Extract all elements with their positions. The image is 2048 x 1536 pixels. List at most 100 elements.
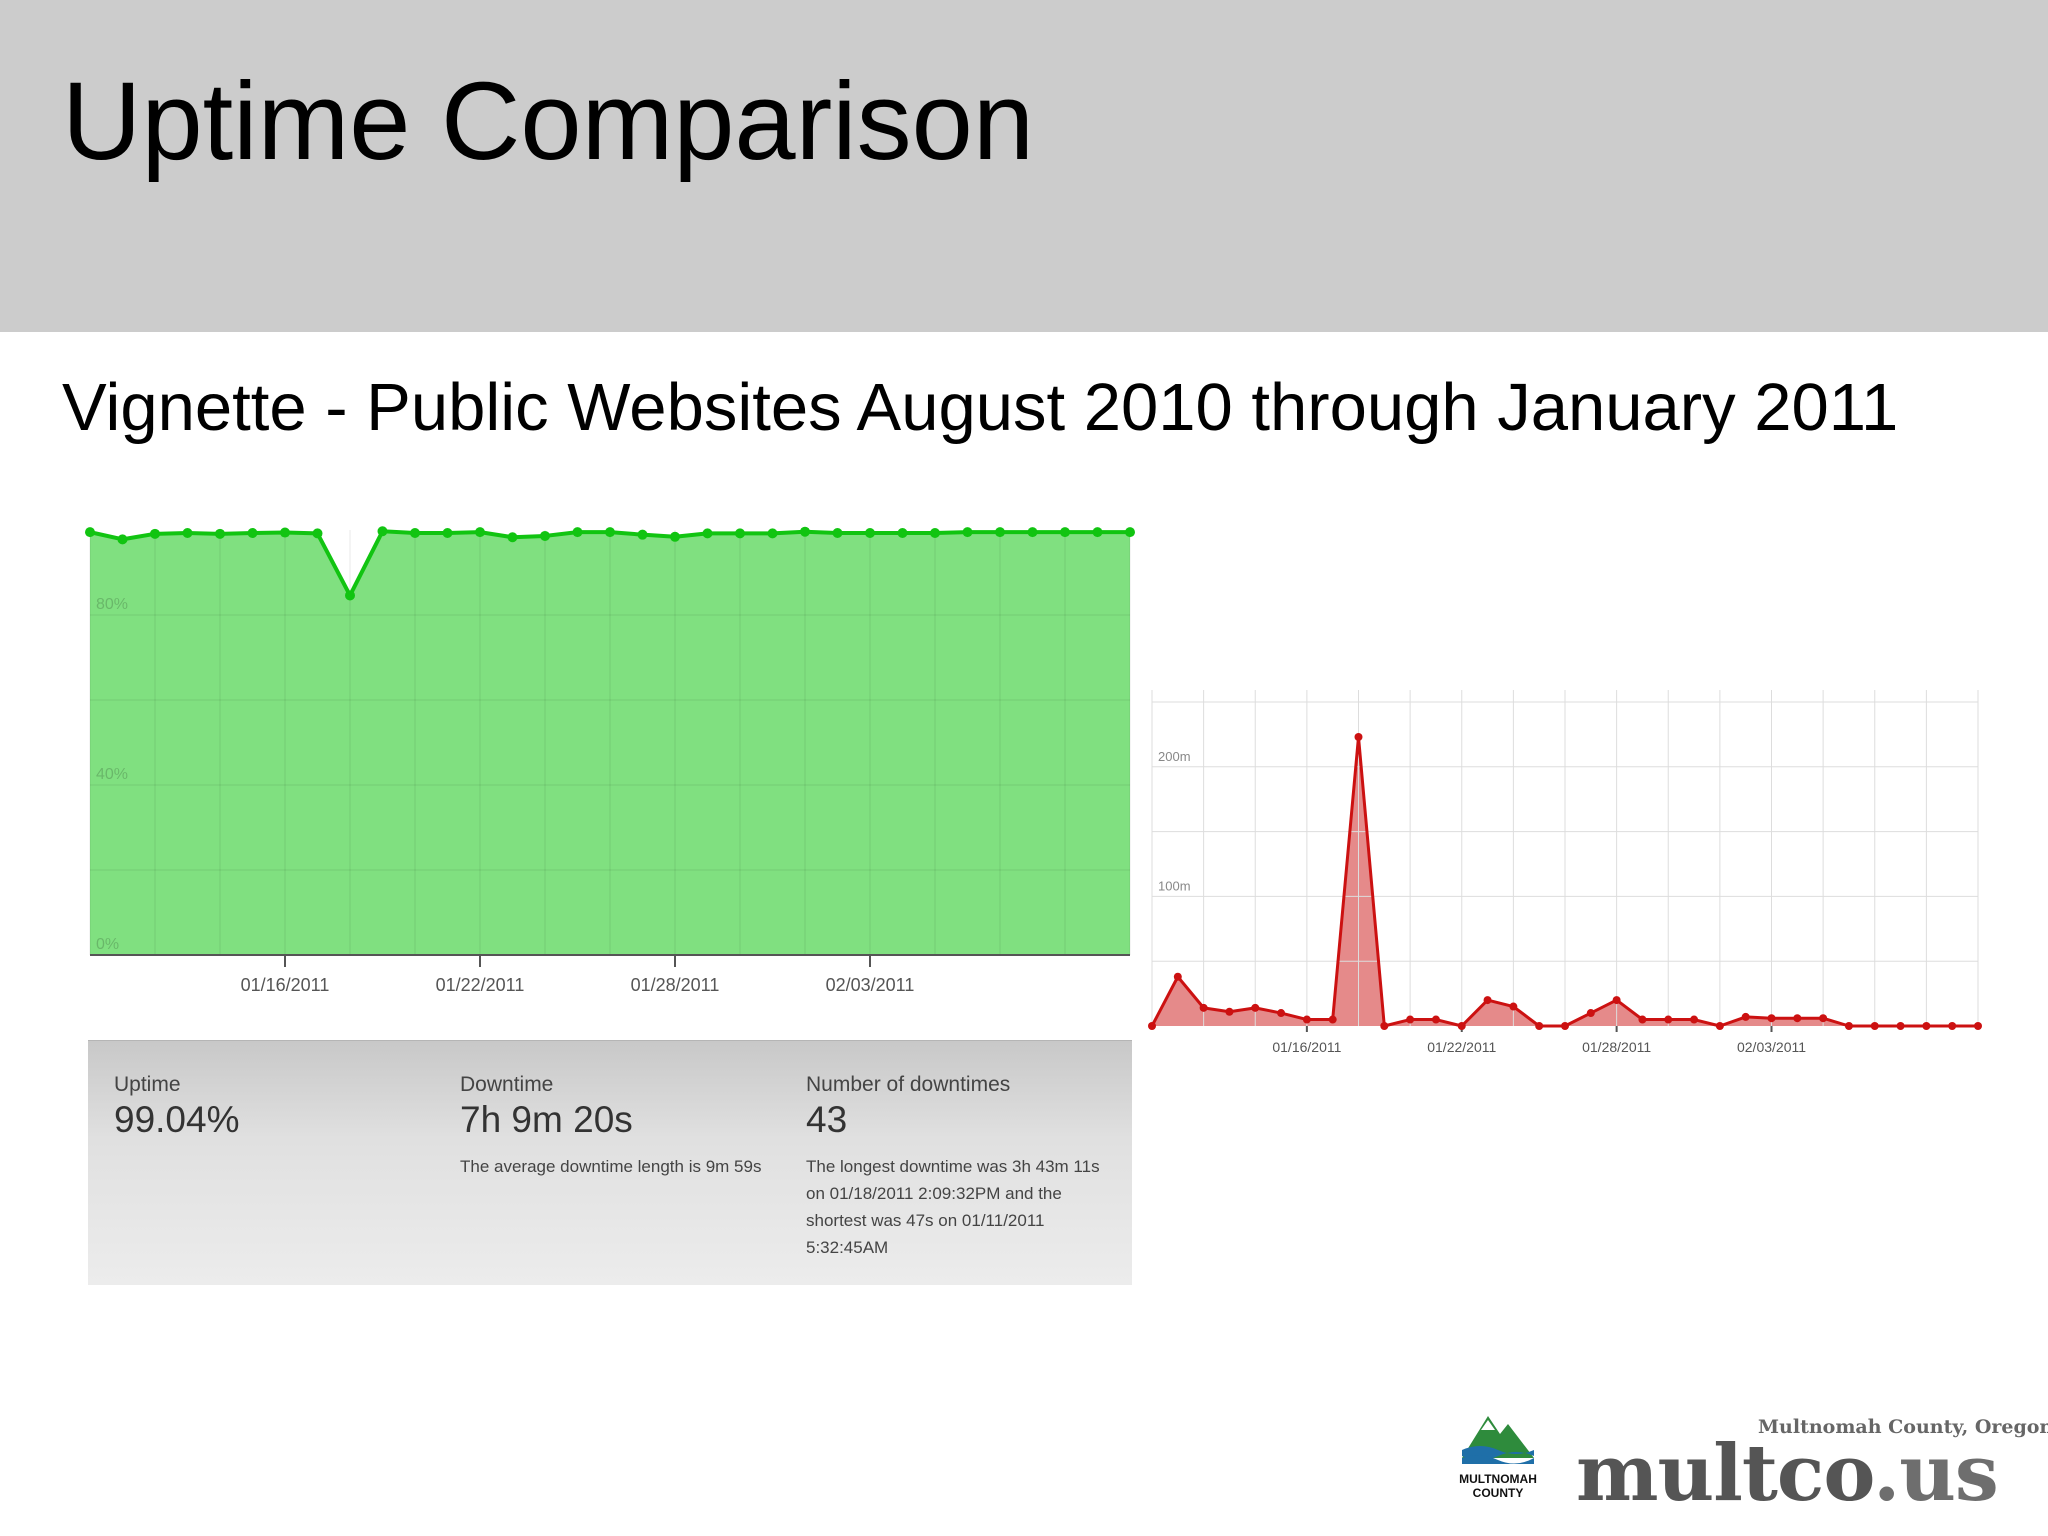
downtime-data-point [1173, 972, 1182, 981]
uptime-data-point [767, 528, 778, 539]
uptime-data-point [312, 528, 323, 539]
uptime-data-point [507, 532, 518, 543]
downtime-y-tick-label: 100m [1158, 878, 1191, 893]
uptime-data-point [85, 527, 95, 538]
downtime-data-point [1251, 1003, 1260, 1012]
multco-logo: MULTNOMAH COUNTY Multnomah County, Orego… [1448, 1408, 2048, 1519]
downtime-data-point [1819, 1014, 1828, 1023]
downtime-count-value: 43 [806, 1099, 848, 1140]
downtime-data-point [1612, 996, 1621, 1005]
uptime-data-point [930, 527, 940, 538]
uptime-data-point [280, 527, 290, 538]
uptime-data-point [540, 530, 550, 541]
downtime-data-point [1793, 1014, 1802, 1023]
downtime-x-tick-label: 02/03/2011 [1737, 1039, 1806, 1055]
downtime-note: The average downtime length is 9m 59s [460, 1157, 762, 1176]
downtime-data-point [1974, 1022, 1982, 1030]
downtime-data-point [1302, 1015, 1311, 1024]
uptime-data-point [605, 527, 615, 538]
uptime-x-tick-label: 02/03/2011 [826, 975, 915, 995]
downtime-x-tick-label: 01/28/2011 [1582, 1039, 1651, 1055]
uptime-data-point [1060, 527, 1070, 538]
downtime-data-point [1715, 1022, 1724, 1030]
downtime-value: 7h 9m 20s [460, 1099, 633, 1140]
downtime-data-point [1406, 1015, 1415, 1024]
uptime-data-point [150, 528, 160, 539]
uptime-data-point [995, 527, 1005, 538]
uptime-data-point [182, 527, 193, 538]
uptime-x-tick-label: 01/16/2011 [241, 975, 330, 995]
downtime-data-point [1870, 1022, 1879, 1030]
uptime-x-tick-label: 01/28/2011 [631, 975, 720, 995]
downtime-data-point [1844, 1022, 1853, 1030]
uptime-data-point [637, 529, 648, 540]
uptime-y-tick-label: 80% [96, 596, 128, 613]
uptime-data-point [572, 527, 583, 538]
county-tagline: Multnomah County, Oregon [1758, 1416, 2048, 1438]
site-name: multco.us [1576, 1428, 1999, 1519]
uptime-area [90, 531, 1130, 955]
downtime-data-point [1457, 1022, 1466, 1030]
uptime-stats-panel: Uptime 99.04% Downtime 7h 9m 20s The ave… [88, 1040, 1132, 1285]
uptime-data-point [377, 526, 388, 537]
downtime-data-point [1354, 732, 1363, 741]
downtime-data-point [1380, 1022, 1389, 1030]
uptime-data-point [442, 527, 453, 538]
county-name-line2: COUNTY [1472, 1486, 1524, 1500]
uptime-y-tick-label: 0% [96, 936, 119, 953]
uptime-data-point [215, 528, 225, 539]
downtime-data-point [1690, 1015, 1699, 1024]
uptime-data-point [247, 527, 258, 538]
uptime-data-point [897, 527, 908, 538]
uptime-stat: Uptime 99.04% [114, 1073, 414, 1141]
uptime-data-point [410, 527, 420, 538]
downtime-data-point [1767, 1014, 1776, 1023]
mountain-river-icon [1462, 1416, 1534, 1464]
downtime-count-label: Number of downtimes [806, 1073, 1011, 1096]
downtime-data-point [1638, 1015, 1647, 1024]
downtime-chart: 100m 200m 01/16/2011 01/22/2011 01/28/2011 02… [1148, 690, 1982, 1055]
downtime-data-point [1225, 1007, 1234, 1016]
uptime-data-point [670, 531, 680, 542]
downtime-data-point [1741, 1012, 1750, 1021]
uptime-data-point [117, 534, 128, 545]
uptime-y-tick-label: 40% [96, 766, 128, 783]
downtime-data-point [1561, 1022, 1569, 1030]
slide-title: Uptime Comparison [62, 60, 1035, 183]
downtime-data-point [1535, 1022, 1544, 1030]
downtime-data-point [1509, 1002, 1518, 1011]
uptime-value: 99.04% [114, 1099, 240, 1140]
uptime-data-point [1027, 527, 1038, 538]
site-name-main: multco [1576, 1428, 1874, 1519]
downtime-data-point [1948, 1022, 1957, 1030]
downtime-data-point [1586, 1009, 1595, 1018]
uptime-x-tick-label: 01/22/2011 [436, 975, 525, 995]
downtime-x-tick-label: 01/22/2011 [1427, 1039, 1496, 1055]
slide-subtitle: Vignette - Public Websites August 2010 t… [62, 370, 1899, 445]
downtime-y-tick-label: 200m [1158, 749, 1191, 764]
multnomah-county-seal: MULTNOMAH COUNTY [1448, 1408, 1548, 1508]
county-name-line1: MULTNOMAH [1459, 1472, 1537, 1486]
title-banner: Uptime Comparison [0, 0, 2048, 332]
uptime-data-point [735, 528, 745, 539]
downtime-data-point [1148, 1022, 1156, 1030]
downtime-data-point [1483, 996, 1492, 1005]
downtime-count-note: The longest downtime was 3h 43m 11s on 0… [806, 1157, 1100, 1257]
uptime-data-point [962, 527, 973, 538]
site-name-tld: .us [1873, 1428, 1999, 1519]
downtime-data-point [1922, 1022, 1931, 1030]
downtime-stat: Downtime 7h 9m 20s The average downtime … [460, 1073, 770, 1180]
uptime-data-point [800, 526, 810, 537]
downtime-count-stat: Number of downtimes 43 The longest downt… [806, 1073, 1106, 1261]
downtime-data-point [1431, 1015, 1440, 1024]
downtime-x-tick-label: 01/16/2011 [1272, 1039, 1341, 1055]
downtime-data-point [1896, 1022, 1905, 1030]
uptime-data-point [832, 527, 843, 538]
uptime-label: Uptime [114, 1073, 181, 1096]
uptime-data-point [702, 528, 713, 539]
downtime-data-point [1199, 1003, 1208, 1012]
uptime-chart: 0% 40% 80% 01/16/2011 01/22/2011 01/28/2011 02… [85, 526, 1135, 995]
uptime-data-point [475, 527, 485, 538]
uptime-data-point [345, 590, 355, 601]
uptime-data-point [1092, 527, 1103, 538]
